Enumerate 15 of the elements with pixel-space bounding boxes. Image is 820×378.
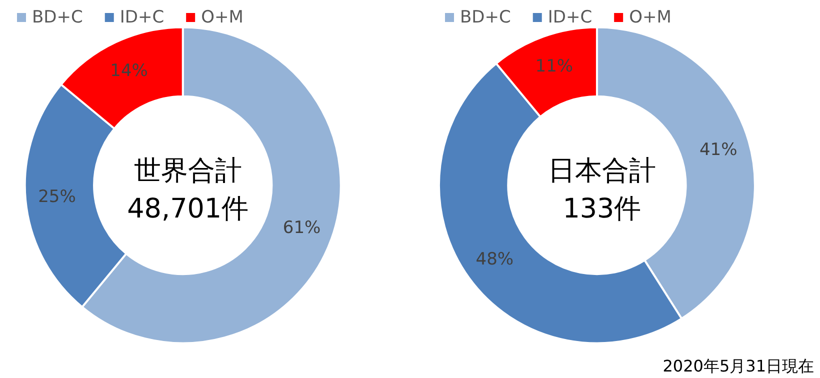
legend-label: BD+C [460,8,511,28]
legend-label: ID+C [548,8,592,28]
text: 2020年5月31日現在 [662,356,814,376]
data-label: 14% [110,60,148,81]
legend-label: BD+C [32,8,83,28]
legend-label: O+M [201,8,244,28]
data-label: 11% [535,56,574,76]
legend-label: ID+C [120,8,164,28]
data-label: 61% [282,218,321,238]
data-label: 41% [699,140,738,160]
text: 日本合計 133件 [548,156,656,225]
legend-label: O+M [629,8,672,28]
data-label: 48% [476,250,514,270]
data-label: 25% [38,187,76,208]
text: 世界合計 48,701件 [127,156,249,225]
